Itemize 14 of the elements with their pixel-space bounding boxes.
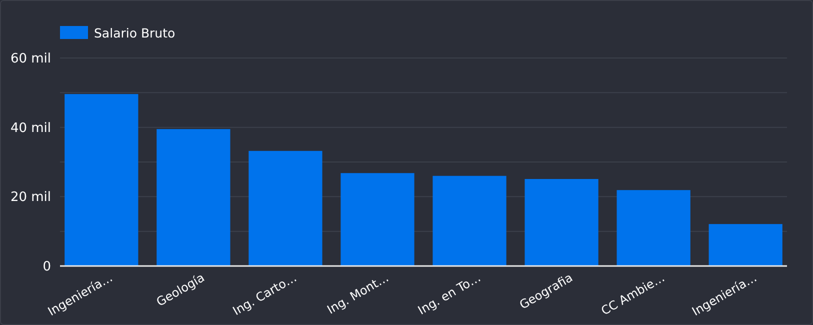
y-tick-label: 0: [42, 260, 51, 275]
bar: [340, 173, 414, 266]
y-tick-label: 40 mil: [10, 120, 51, 136]
bar: [64, 94, 138, 266]
bar: [708, 224, 782, 266]
y-tick-label: 60 mil: [10, 52, 51, 67]
bar: [156, 129, 230, 266]
x-tick-label: Ing. en To…: [416, 270, 484, 318]
legend-label: Salario Bruto: [94, 25, 176, 40]
bar: [432, 176, 506, 266]
bar: [616, 190, 690, 266]
bar: [248, 150, 322, 266]
bar: [524, 178, 598, 266]
y-tick-label: 20 mil: [10, 190, 51, 206]
